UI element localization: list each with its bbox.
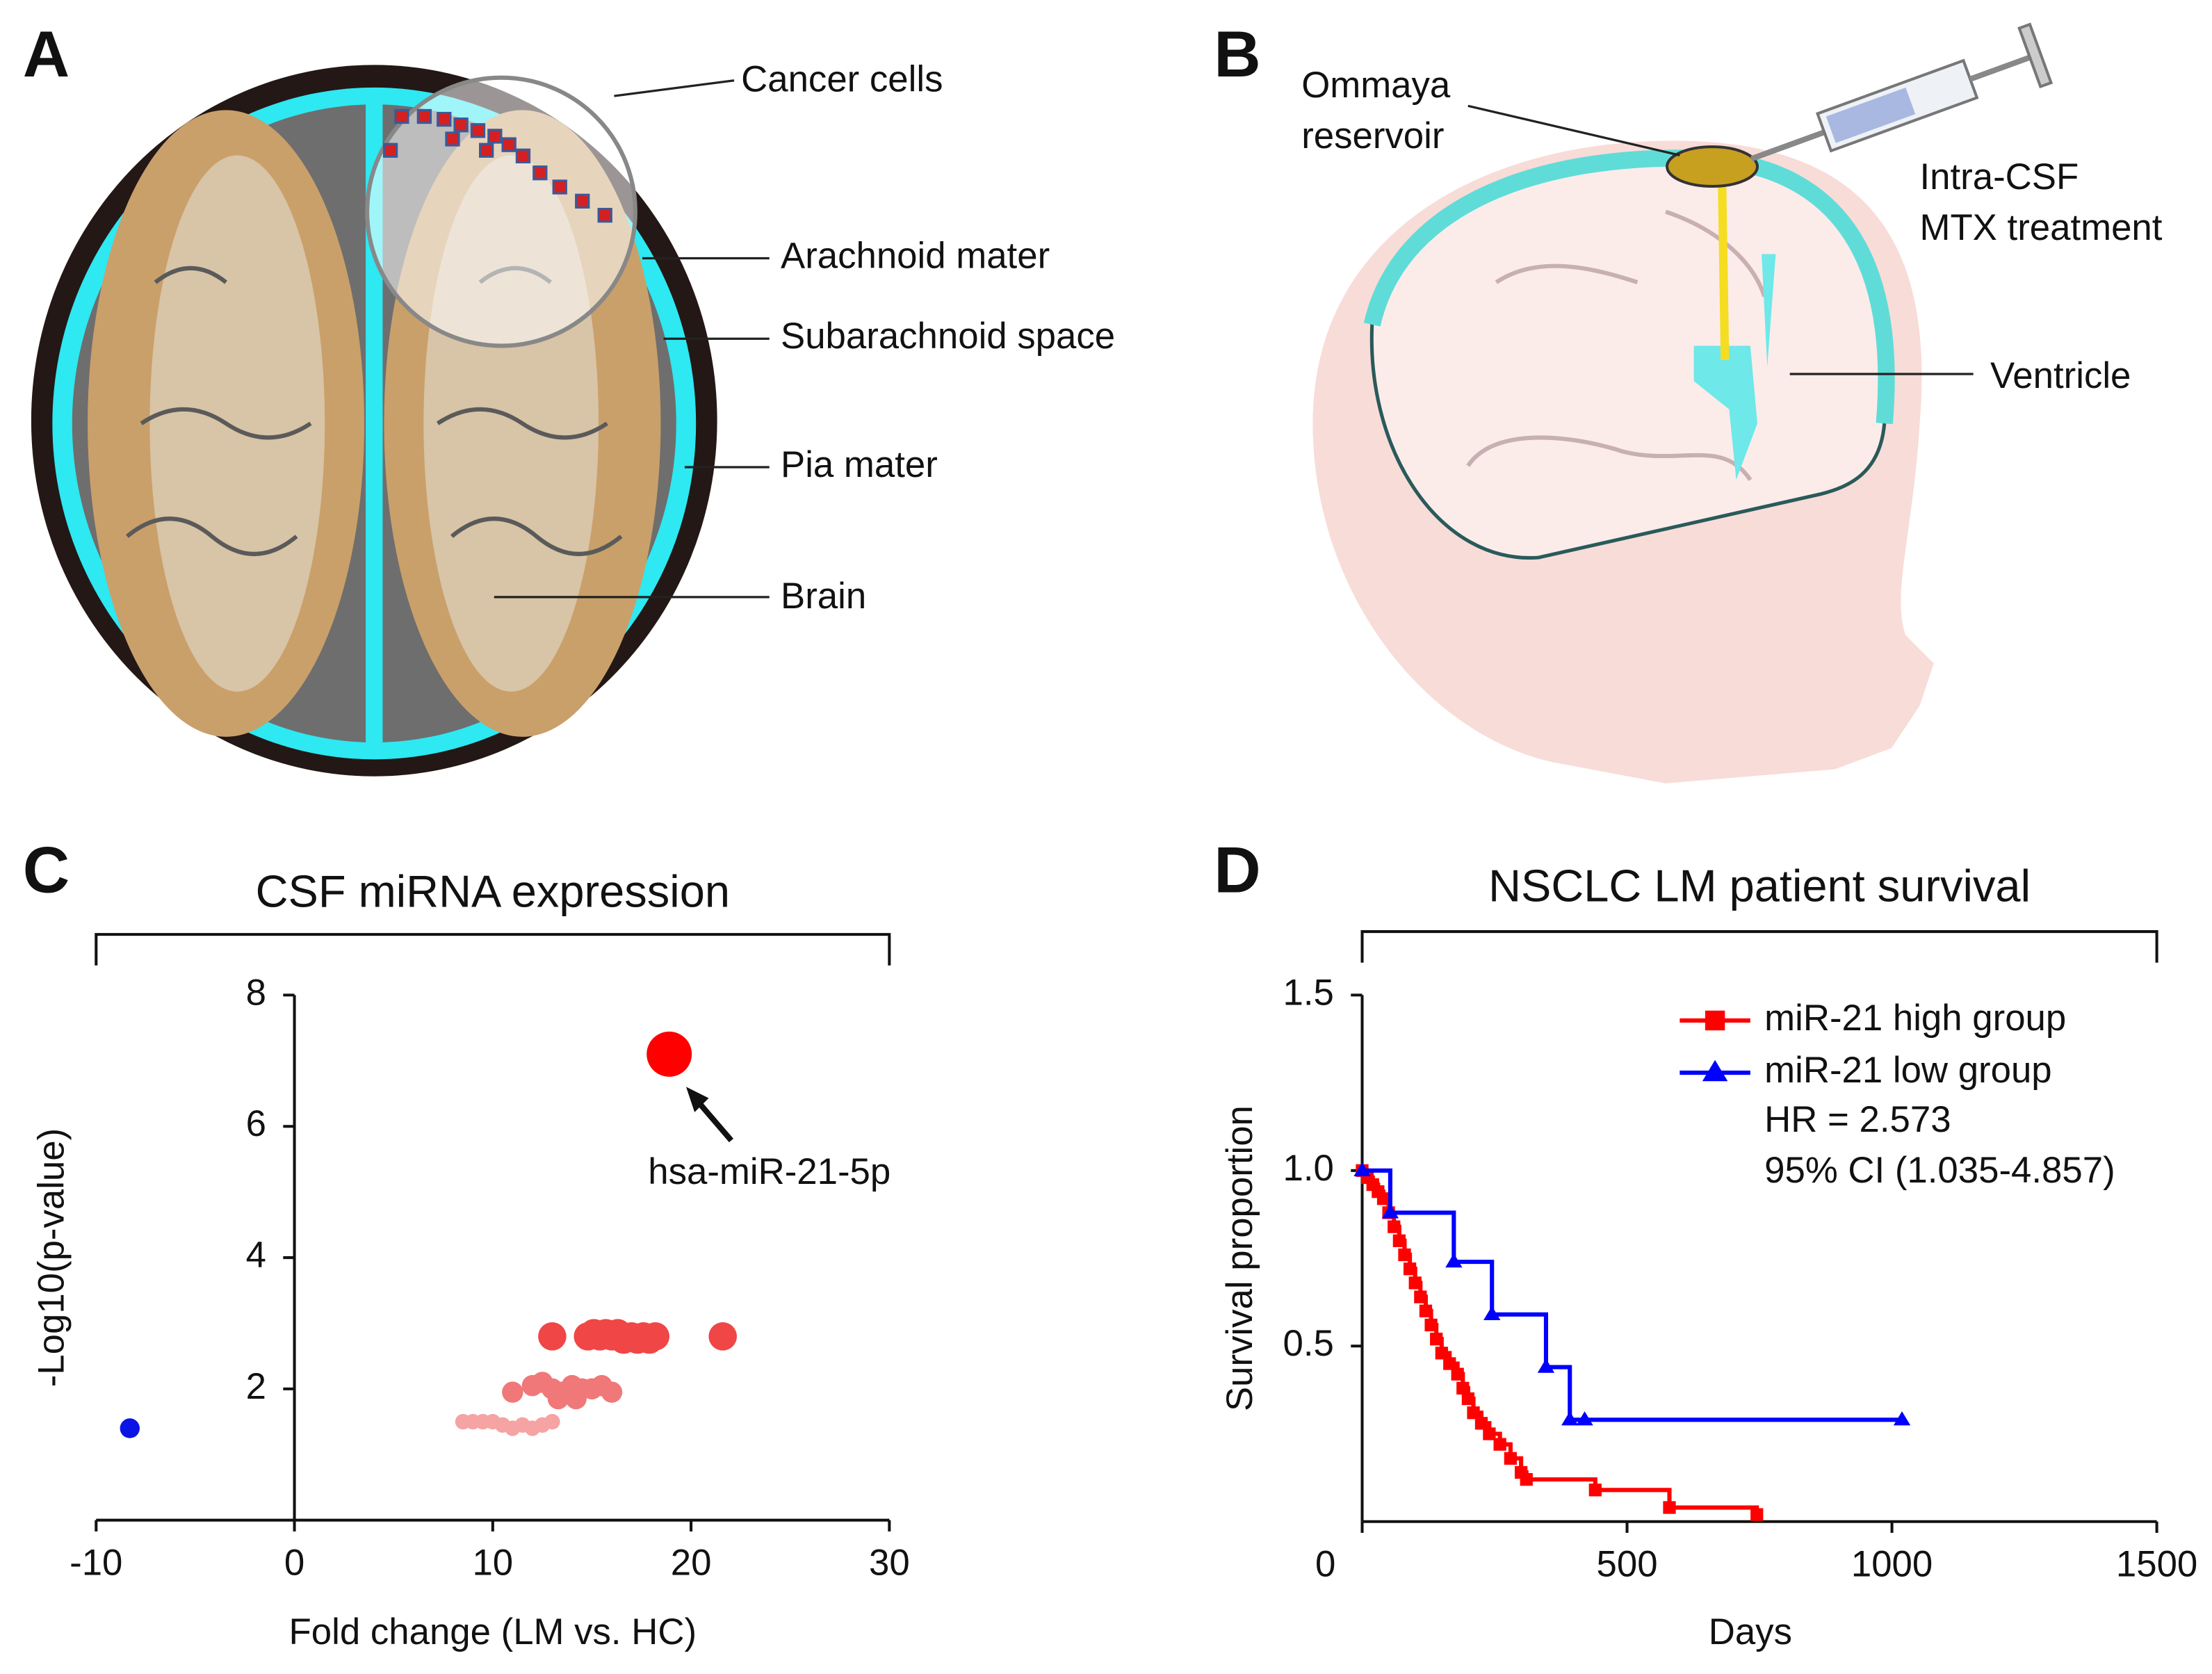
censor-marker (1576, 1411, 1593, 1426)
survival-line (1362, 1168, 1903, 1422)
censor-marker (1424, 1318, 1438, 1332)
illustration-label: Cancer cells (741, 59, 943, 100)
y-tick-label: 8 (246, 972, 266, 1013)
y-tick-label: 6 (246, 1103, 266, 1144)
panel-letter: B (1214, 17, 1260, 90)
x-tick-label: 30 (869, 1543, 910, 1584)
brain-illustration (31, 65, 770, 777)
legend-label: miR-21 high group (1764, 998, 2066, 1039)
annotation-arrowhead (685, 1087, 709, 1112)
y-axis-label: -Log10(p-value) (31, 1128, 72, 1388)
censor-marker (1381, 1204, 1399, 1219)
head-illustration (1312, 22, 2054, 783)
censor-marker (1520, 1472, 1533, 1486)
censor-marker (1392, 1234, 1406, 1247)
censor-marker (1663, 1501, 1676, 1514)
scatter-point (538, 1322, 567, 1351)
censor-marker (1443, 1357, 1456, 1370)
scatter-point (120, 1418, 140, 1438)
censor-marker (1445, 1253, 1463, 1268)
annotation: 95% CI (1.035-4.857) (1764, 1150, 2115, 1191)
illustration-label: MTX treatment (1919, 207, 2162, 248)
censor-marker (1353, 1162, 1371, 1176)
y-tick-label: 1.0 (1283, 1148, 1334, 1189)
scatter-point (708, 1322, 738, 1351)
y-tick-label: 1.5 (1283, 972, 1334, 1013)
censor-marker (1456, 1381, 1470, 1395)
annotation: HR = 2.573 (1764, 1099, 1951, 1140)
illustration-label: Pia mater (781, 444, 938, 485)
censor-marker (1504, 1452, 1518, 1465)
illustration-label: Brain (781, 576, 866, 617)
x-axis-label: Days (1709, 1611, 1792, 1652)
censor-marker (1414, 1290, 1427, 1303)
x-tick-label: 0 (1315, 1544, 1335, 1585)
panel-letter: D (1214, 833, 1260, 906)
x-tick-label: 10 (472, 1543, 513, 1584)
illustration-label: Ventricle (1990, 355, 2131, 396)
censor-marker (1419, 1304, 1433, 1317)
censor-marker (1376, 1192, 1390, 1205)
scatter-point (502, 1381, 523, 1403)
censor-marker (1588, 1484, 1602, 1497)
x-tick-label: -10 (70, 1543, 122, 1584)
censor-marker (1474, 1417, 1488, 1430)
annotation-arrow (695, 1099, 734, 1143)
panel-letter: A (23, 17, 70, 90)
illustration-label: Intra-CSF (1919, 156, 2079, 197)
x-tick-label: 500 (1597, 1544, 1658, 1585)
y-axis-label: Survival proportion (1219, 1105, 1260, 1411)
chart-title: CSF miRNA expression (256, 866, 730, 916)
censor-marker (1493, 1438, 1506, 1451)
illustration-label: Ommaya (1301, 65, 1451, 106)
censor-marker (1893, 1411, 1911, 1426)
censor-marker (1483, 1306, 1501, 1320)
chart-title: NSCLC LM patient survival (1488, 860, 2031, 911)
legend-marker (1705, 1010, 1725, 1031)
illustration-label: reservoir (1301, 115, 1444, 156)
censor-marker (1403, 1262, 1417, 1276)
censor-marker (1388, 1220, 1401, 1233)
scatter-point (646, 1031, 692, 1077)
x-tick-label: 20 (671, 1543, 712, 1584)
illustration-label: Subarachnoid space (781, 316, 1115, 357)
legend-label: miR-21 low group (1764, 1050, 2052, 1091)
x-axis-label: Fold change (LM vs. HC) (289, 1611, 697, 1652)
y-tick-label: 0.5 (1283, 1323, 1334, 1364)
scatter-point (601, 1381, 623, 1403)
y-tick-label: 2 (246, 1366, 266, 1407)
scatter-point (641, 1322, 670, 1351)
censor-marker (1461, 1392, 1475, 1406)
censor-marker (1398, 1248, 1411, 1262)
title-bracket (95, 933, 891, 966)
panel-letter: C (23, 833, 70, 906)
annotation: hsa-miR-21-5p (648, 1151, 891, 1192)
x-tick-label: 1500 (2116, 1544, 2197, 1585)
censor-marker (1750, 1508, 1764, 1521)
y-tick-label: 4 (246, 1235, 266, 1276)
censor-marker (1435, 1347, 1448, 1360)
survival-line (1362, 1168, 1759, 1515)
censor-marker (1483, 1427, 1496, 1440)
x-tick-label: 1000 (1851, 1544, 1933, 1585)
censor-marker (1451, 1367, 1464, 1381)
title-bracket (1360, 930, 2158, 963)
censor-marker (1430, 1333, 1443, 1346)
censor-marker (1537, 1358, 1555, 1373)
censor-marker (1561, 1411, 1579, 1426)
scatter-point (544, 1413, 560, 1430)
censor-marker (1467, 1406, 1480, 1420)
illustration-label: Arachnoid mater (781, 235, 1050, 276)
legend-marker (1702, 1059, 1728, 1082)
x-tick-label: 0 (284, 1543, 304, 1584)
censor-marker (1408, 1276, 1422, 1290)
